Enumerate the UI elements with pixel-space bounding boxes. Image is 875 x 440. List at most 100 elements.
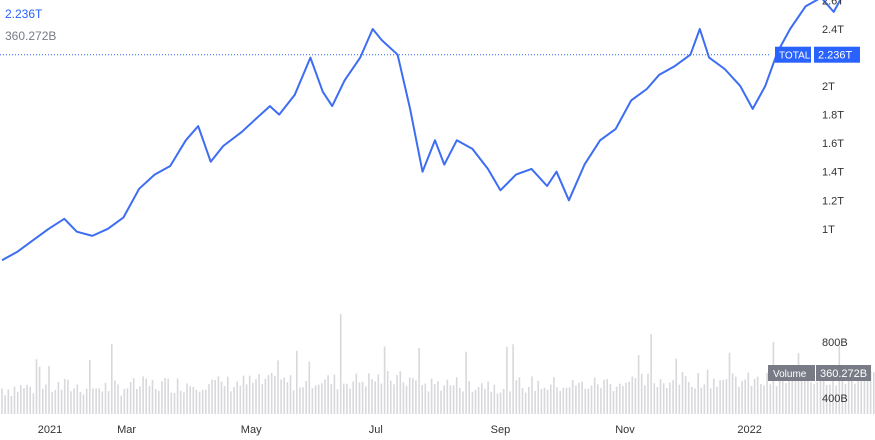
volume-bar [700,387,703,414]
volume-bar [415,380,417,414]
volume-bar [308,361,311,414]
volume-axis-tick-label: 800B [822,337,848,349]
volume-bar [255,379,257,414]
volume-bar [89,360,91,414]
volume-bar [650,334,652,414]
volume-bar [126,388,129,414]
volume-bar [512,344,514,414]
volume-bar [402,382,405,414]
volume-bar [543,387,546,414]
volume-bar [474,389,477,414]
volume-bar [114,380,116,414]
volume-bar [29,386,31,414]
volume-bar [245,384,248,414]
volume-bar [189,385,191,414]
volume-bar [565,387,568,414]
volume-bar [76,384,79,414]
volume-bar [117,384,119,414]
volume-bar [38,366,41,414]
volume-bar [217,376,220,414]
volume-bar [681,372,684,414]
volume-bar [186,383,188,414]
volume-bar [233,387,235,414]
volume-bar [502,388,505,414]
volume-bar [735,376,737,414]
volume-bar [248,375,251,414]
volume-tag-value: 360.272B [820,368,867,380]
volume-bar [518,377,521,414]
volume-bar [782,373,784,414]
volume-bar [129,382,132,414]
volume-bar [716,386,718,414]
volume-bar [481,383,483,414]
volume-bar [763,385,765,414]
volume-bar [205,389,207,414]
volume-bar [54,390,57,414]
volume-bar [111,344,113,414]
volume-bar [230,391,232,414]
volume-bar [496,393,499,414]
volume-bar [609,384,612,414]
volume-bars [1,314,875,414]
volume-bar [487,381,489,414]
volume-bar [628,381,630,414]
volume-bar [57,382,60,414]
volume-bar [449,385,452,414]
volume-bar [684,376,687,414]
volume-bar [95,388,97,414]
volume-bar [559,391,561,414]
volume-bar [208,384,210,414]
volume-bar [653,383,656,414]
volume-bar [597,384,599,414]
volume-bar [788,375,790,414]
volume-bar [85,388,88,414]
volume-bar [104,382,107,414]
volume-bar [148,385,151,414]
volume-bar [647,373,649,414]
volume-bar [800,379,803,414]
volume-bar [534,390,536,414]
volume-bar [302,387,304,414]
time-axis[interactable]: 2021 Mar May Jul Sep Nov 2022 [38,424,762,436]
volume-bar [371,379,373,414]
volume-bar [562,387,565,414]
volume-bar [528,387,530,414]
volume-bar [70,391,72,414]
time-axis-tick-label: 2022 [737,424,761,436]
price-axis-tick-label: 1.6T [822,138,844,150]
volume-bar [829,384,831,414]
volume-bar [349,388,351,414]
volume-bar [493,384,496,414]
volume-bar [267,375,270,414]
volume-bar [869,371,872,414]
volume-bar [731,373,734,414]
volume-bar [51,391,53,414]
volume-bar [48,366,50,414]
volume-bar [305,380,307,414]
volume-bar [242,375,245,414]
volume-bar [45,384,47,414]
volume-bar [477,387,480,414]
price-axis-tick-label: 2.6T [822,0,844,8]
volume-bar [330,384,333,414]
volume-bar [678,384,681,414]
volume-bar [490,391,492,414]
volume-bar [590,385,593,414]
volume-bar [399,371,402,414]
volume-bar [101,391,104,414]
volume-bar [822,373,825,414]
volume-bar [167,378,169,414]
volume-bar [578,382,580,414]
volume-bar [484,388,486,414]
volume-bar [427,391,430,414]
volume-bar [725,379,728,414]
volume-bar [42,388,44,414]
volume-bar [26,384,28,414]
volume-bar [261,384,264,414]
volume-bar [333,374,336,414]
volume-bar [455,377,458,414]
volume-bar [139,386,141,414]
volume-bar [741,380,743,414]
